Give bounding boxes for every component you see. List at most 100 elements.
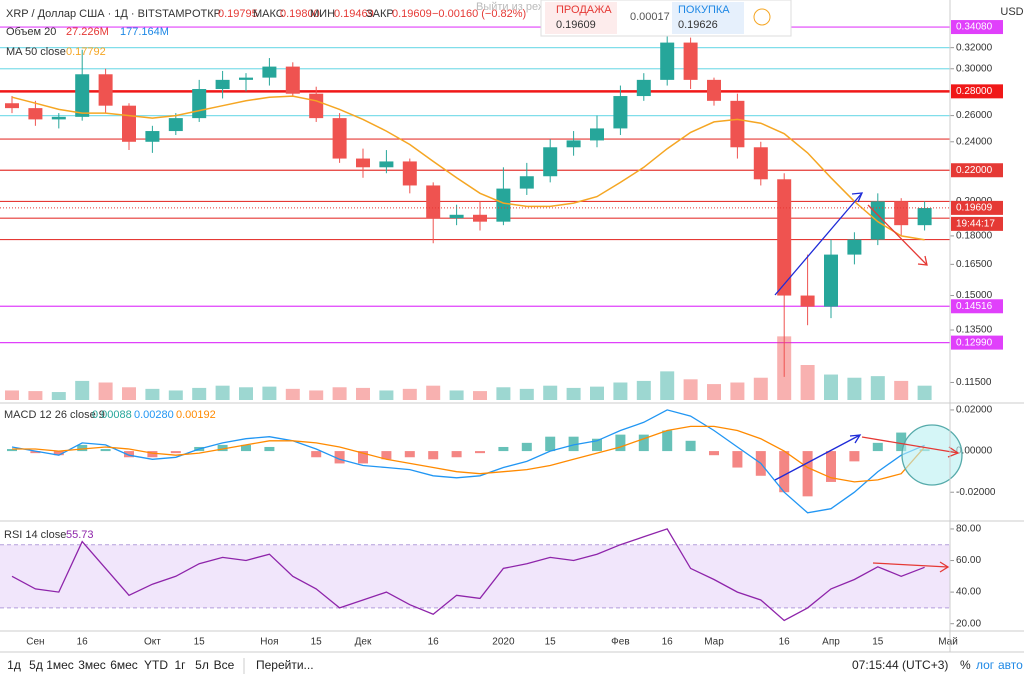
- histogram-bar: [709, 451, 719, 456]
- ohlc-label: ЗАКР: [366, 8, 394, 20]
- range-button[interactable]: 1мес: [46, 658, 74, 672]
- range-button[interactable]: 3мес: [78, 658, 106, 672]
- candle-body: [894, 201, 909, 226]
- candle-body: [590, 128, 604, 141]
- axis-label: 0.34080: [951, 20, 1003, 35]
- range-button[interactable]: 6мес: [110, 658, 138, 672]
- x-tick-label: Май: [938, 637, 958, 648]
- candle-body: [215, 79, 230, 90]
- sell-price: 0.19609: [556, 19, 596, 31]
- axis-label-text: 0.12990: [956, 337, 993, 348]
- axis-label: 0.12990: [951, 335, 1003, 350]
- volume-bar: [145, 388, 160, 400]
- macd-line: [11, 409, 925, 514]
- highlight: [901, 424, 963, 486]
- candle-body: [28, 108, 43, 120]
- axis-label: 0.22000: [951, 163, 1003, 178]
- trade-widget: Выйти из режима ПРОДАЖА 0.19609 0.00017 …: [476, 0, 792, 37]
- histogram-bar: [241, 444, 251, 452]
- volume-bar: [613, 382, 628, 400]
- histogram-bar: [849, 451, 860, 462]
- toolbar: 1д 5д 1мес 3мес 6мес YTD 1г 5л Все Перейти... 07:1…: [7, 658, 1023, 674]
- y-tick-label: 0.16500: [956, 259, 993, 270]
- sell-button[interactable]: [545, 2, 617, 34]
- macd-title: MACD 12 26 close 9: [4, 409, 105, 421]
- y-tick-label: 0.26000: [956, 110, 993, 121]
- histogram-bar: [7, 449, 17, 452]
- option-button[interactable]: авто: [998, 658, 1023, 672]
- volume-bar: [870, 376, 885, 400]
- y-tick-label: 0.00000: [956, 446, 993, 457]
- volume-bar: [894, 380, 909, 400]
- candle-body: [917, 208, 932, 226]
- range-button[interactable]: 1д: [7, 658, 21, 672]
- y-tick-label: 0.24000: [956, 136, 993, 147]
- axis-label: 0.19609: [951, 200, 1003, 215]
- spread: 0.00017: [630, 11, 670, 23]
- range-button[interactable]: Все: [214, 658, 235, 672]
- histogram-bar: [358, 451, 368, 464]
- axis-label: 0.28000: [951, 84, 1003, 99]
- x-tick-label: Дек: [355, 637, 372, 648]
- y-tick-label: 0.18000: [956, 231, 993, 242]
- ma-title: MA 50 close: [6, 46, 66, 58]
- range-button[interactable]: YTD: [144, 658, 168, 672]
- volume-bar: [917, 385, 932, 400]
- buy-button[interactable]: [672, 2, 744, 34]
- x-tick-label: 15: [545, 637, 557, 648]
- volume-bar: [379, 390, 394, 400]
- change: −0.00160 (−0.82%): [432, 8, 526, 20]
- volume-bar: [519, 388, 534, 400]
- histogram-bar: [779, 451, 790, 493]
- histogram-bar: [170, 451, 181, 454]
- volume-bar: [192, 387, 207, 400]
- ohlc-value: 0.19800: [280, 8, 320, 20]
- histogram-bar: [30, 451, 41, 454]
- candle-body: [192, 89, 207, 119]
- histogram-bar: [638, 434, 649, 452]
- volume-bar: [496, 387, 511, 400]
- candle-body: [75, 74, 90, 117]
- histogram-bar: [100, 449, 111, 452]
- trend-arrow: [861, 436, 959, 454]
- candle-body: [239, 77, 253, 80]
- volume-bar: [51, 392, 66, 400]
- range-button[interactable]: 5л: [195, 658, 209, 672]
- option-button[interactable]: лог: [976, 658, 995, 672]
- volume-bar: [847, 377, 862, 400]
- option-button[interactable]: %: [960, 658, 971, 672]
- candle-body: [473, 214, 487, 222]
- currency: USD: [1000, 6, 1023, 18]
- arrow-head: [851, 192, 864, 203]
- buy-label: ПОКУПКА: [678, 4, 730, 16]
- x-tick-label: Фев: [611, 637, 629, 648]
- ohlc-label: МАКС: [253, 8, 284, 20]
- range-button[interactable]: 5д: [29, 658, 43, 672]
- trend-arrow: [872, 562, 949, 568]
- candle-body: [800, 295, 815, 307]
- volume-bar: [75, 380, 90, 400]
- x-tick-label: Сен: [26, 637, 44, 648]
- axis-label-box: [951, 200, 1003, 215]
- x-tick-label: 15: [194, 637, 206, 648]
- axis-label-box: [951, 299, 1003, 314]
- range-button[interactable]: 1г: [174, 658, 186, 672]
- candle-body: [285, 66, 300, 94]
- histogram-bar: [451, 451, 462, 458]
- axis-label-box: [951, 163, 1003, 178]
- y-tick-label: 0.15000: [956, 290, 993, 301]
- info-icon[interactable]: [753, 8, 771, 26]
- goto-button[interactable]: Перейти...: [256, 658, 314, 672]
- ohlc-label: МИН: [310, 8, 335, 20]
- x-tick-label: 16: [428, 637, 440, 648]
- sell-label: ПРОДАЖА: [556, 4, 612, 16]
- candle-body: [449, 214, 464, 219]
- candle-body: [309, 93, 324, 119]
- histogram-bar: [147, 451, 158, 458]
- drawings: [774, 192, 963, 573]
- volume-bar: [449, 390, 464, 400]
- candle-body: [660, 42, 675, 80]
- candle-body: [730, 100, 745, 148]
